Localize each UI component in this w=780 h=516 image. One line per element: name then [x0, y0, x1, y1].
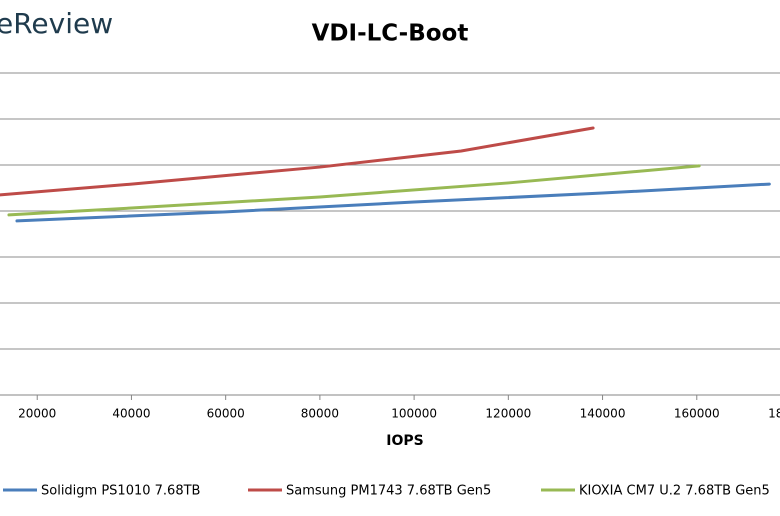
- series-line: [0, 126, 595, 197]
- x-tick-label: 20000: [18, 407, 56, 421]
- legend-label: Solidigm PS1010 7.68TB: [41, 484, 200, 499]
- x-tick-label: 80000: [301, 407, 339, 421]
- brand-logo: eReview: [0, 7, 113, 40]
- x-axis-label: IOPS: [386, 433, 423, 449]
- x-tick-label: 60000: [207, 407, 245, 421]
- x-tick-label: 120000: [485, 407, 531, 421]
- x-tick-label: 40000: [112, 407, 150, 421]
- x-tick-label: 100000: [391, 407, 437, 421]
- x-tick-label: 140000: [580, 407, 626, 421]
- x-tick-label: 160000: [674, 407, 720, 421]
- legend-label: Samsung PM1743 7.68TB Gen5: [286, 484, 491, 499]
- legend-label: KIOXIA CM7 U.2 7.68TB Gen5: [579, 484, 770, 499]
- series-line: [7, 164, 701, 217]
- series-line: [15, 182, 771, 223]
- x-tick-label: 180000: [768, 407, 780, 421]
- chart-title: VDI-LC-Boot: [312, 21, 469, 47]
